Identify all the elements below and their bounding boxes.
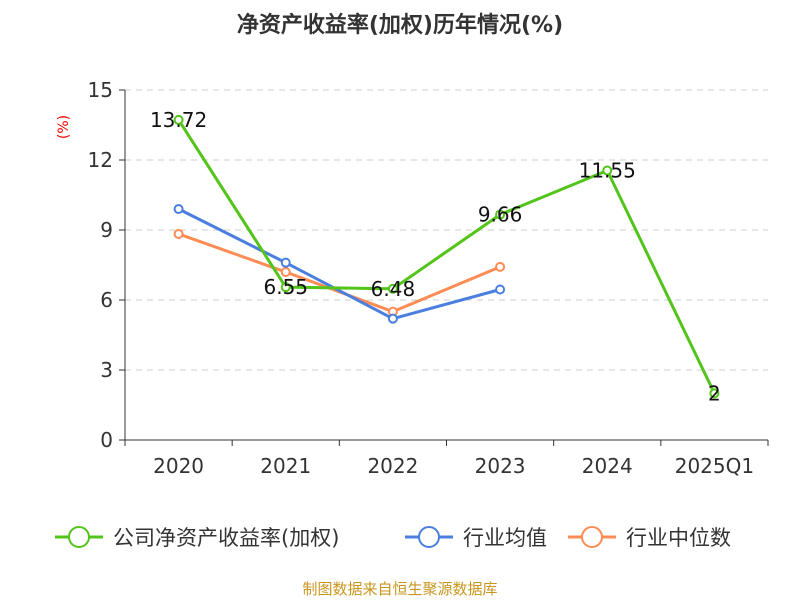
y-tick-label: 3	[100, 358, 113, 382]
data-point	[173, 228, 184, 239]
x-tick-label: 2025Q1	[675, 454, 754, 478]
data-point	[280, 267, 291, 277]
series-line	[177, 207, 501, 321]
chart-title: 净资产收益率(加权)历年情况(%)	[237, 12, 563, 38]
data-point	[495, 261, 506, 272]
data-point	[173, 204, 184, 214]
legend-marker	[418, 526, 440, 548]
data-label: 6.55	[263, 275, 308, 299]
x-tick-label: 2022	[367, 454, 418, 478]
data-point	[280, 282, 291, 293]
y-tick-label: 15	[88, 78, 113, 102]
data-point	[495, 284, 506, 295]
y-axis-label: (%)	[56, 115, 72, 139]
legend-label: 公司净资产收益率(加权)	[113, 526, 339, 550]
data-point	[387, 313, 398, 324]
legend-label: 行业均值	[463, 526, 547, 550]
x-tick-label: 2023	[475, 454, 526, 478]
legend-marker	[68, 526, 90, 548]
data-point	[495, 209, 506, 220]
x-tick-label: 2021	[260, 454, 311, 478]
data-point	[387, 283, 398, 294]
x-tick-label: 2024	[582, 454, 633, 478]
data-label: 9.66	[478, 203, 523, 227]
legend-label: 行业中位数	[626, 526, 731, 550]
data-label: 13.72	[150, 108, 207, 132]
data-point	[173, 114, 184, 125]
y-tick-label: 9	[100, 218, 113, 242]
data-label: 2	[708, 381, 721, 405]
y-tick-label: 6	[100, 288, 113, 312]
source-note: 制图数据来自恒生聚源数据库	[302, 580, 497, 598]
legend-marker	[581, 526, 603, 548]
data-label: 11.55	[579, 159, 636, 183]
series-line	[177, 119, 716, 394]
y-tick-label: 0	[100, 428, 113, 452]
y-tick-label: 12	[88, 148, 113, 172]
data-point	[280, 257, 291, 268]
data-point	[602, 165, 613, 176]
x-tick-label: 2020	[153, 454, 204, 478]
data-point	[709, 388, 720, 399]
data-label: 6.48	[371, 277, 416, 301]
